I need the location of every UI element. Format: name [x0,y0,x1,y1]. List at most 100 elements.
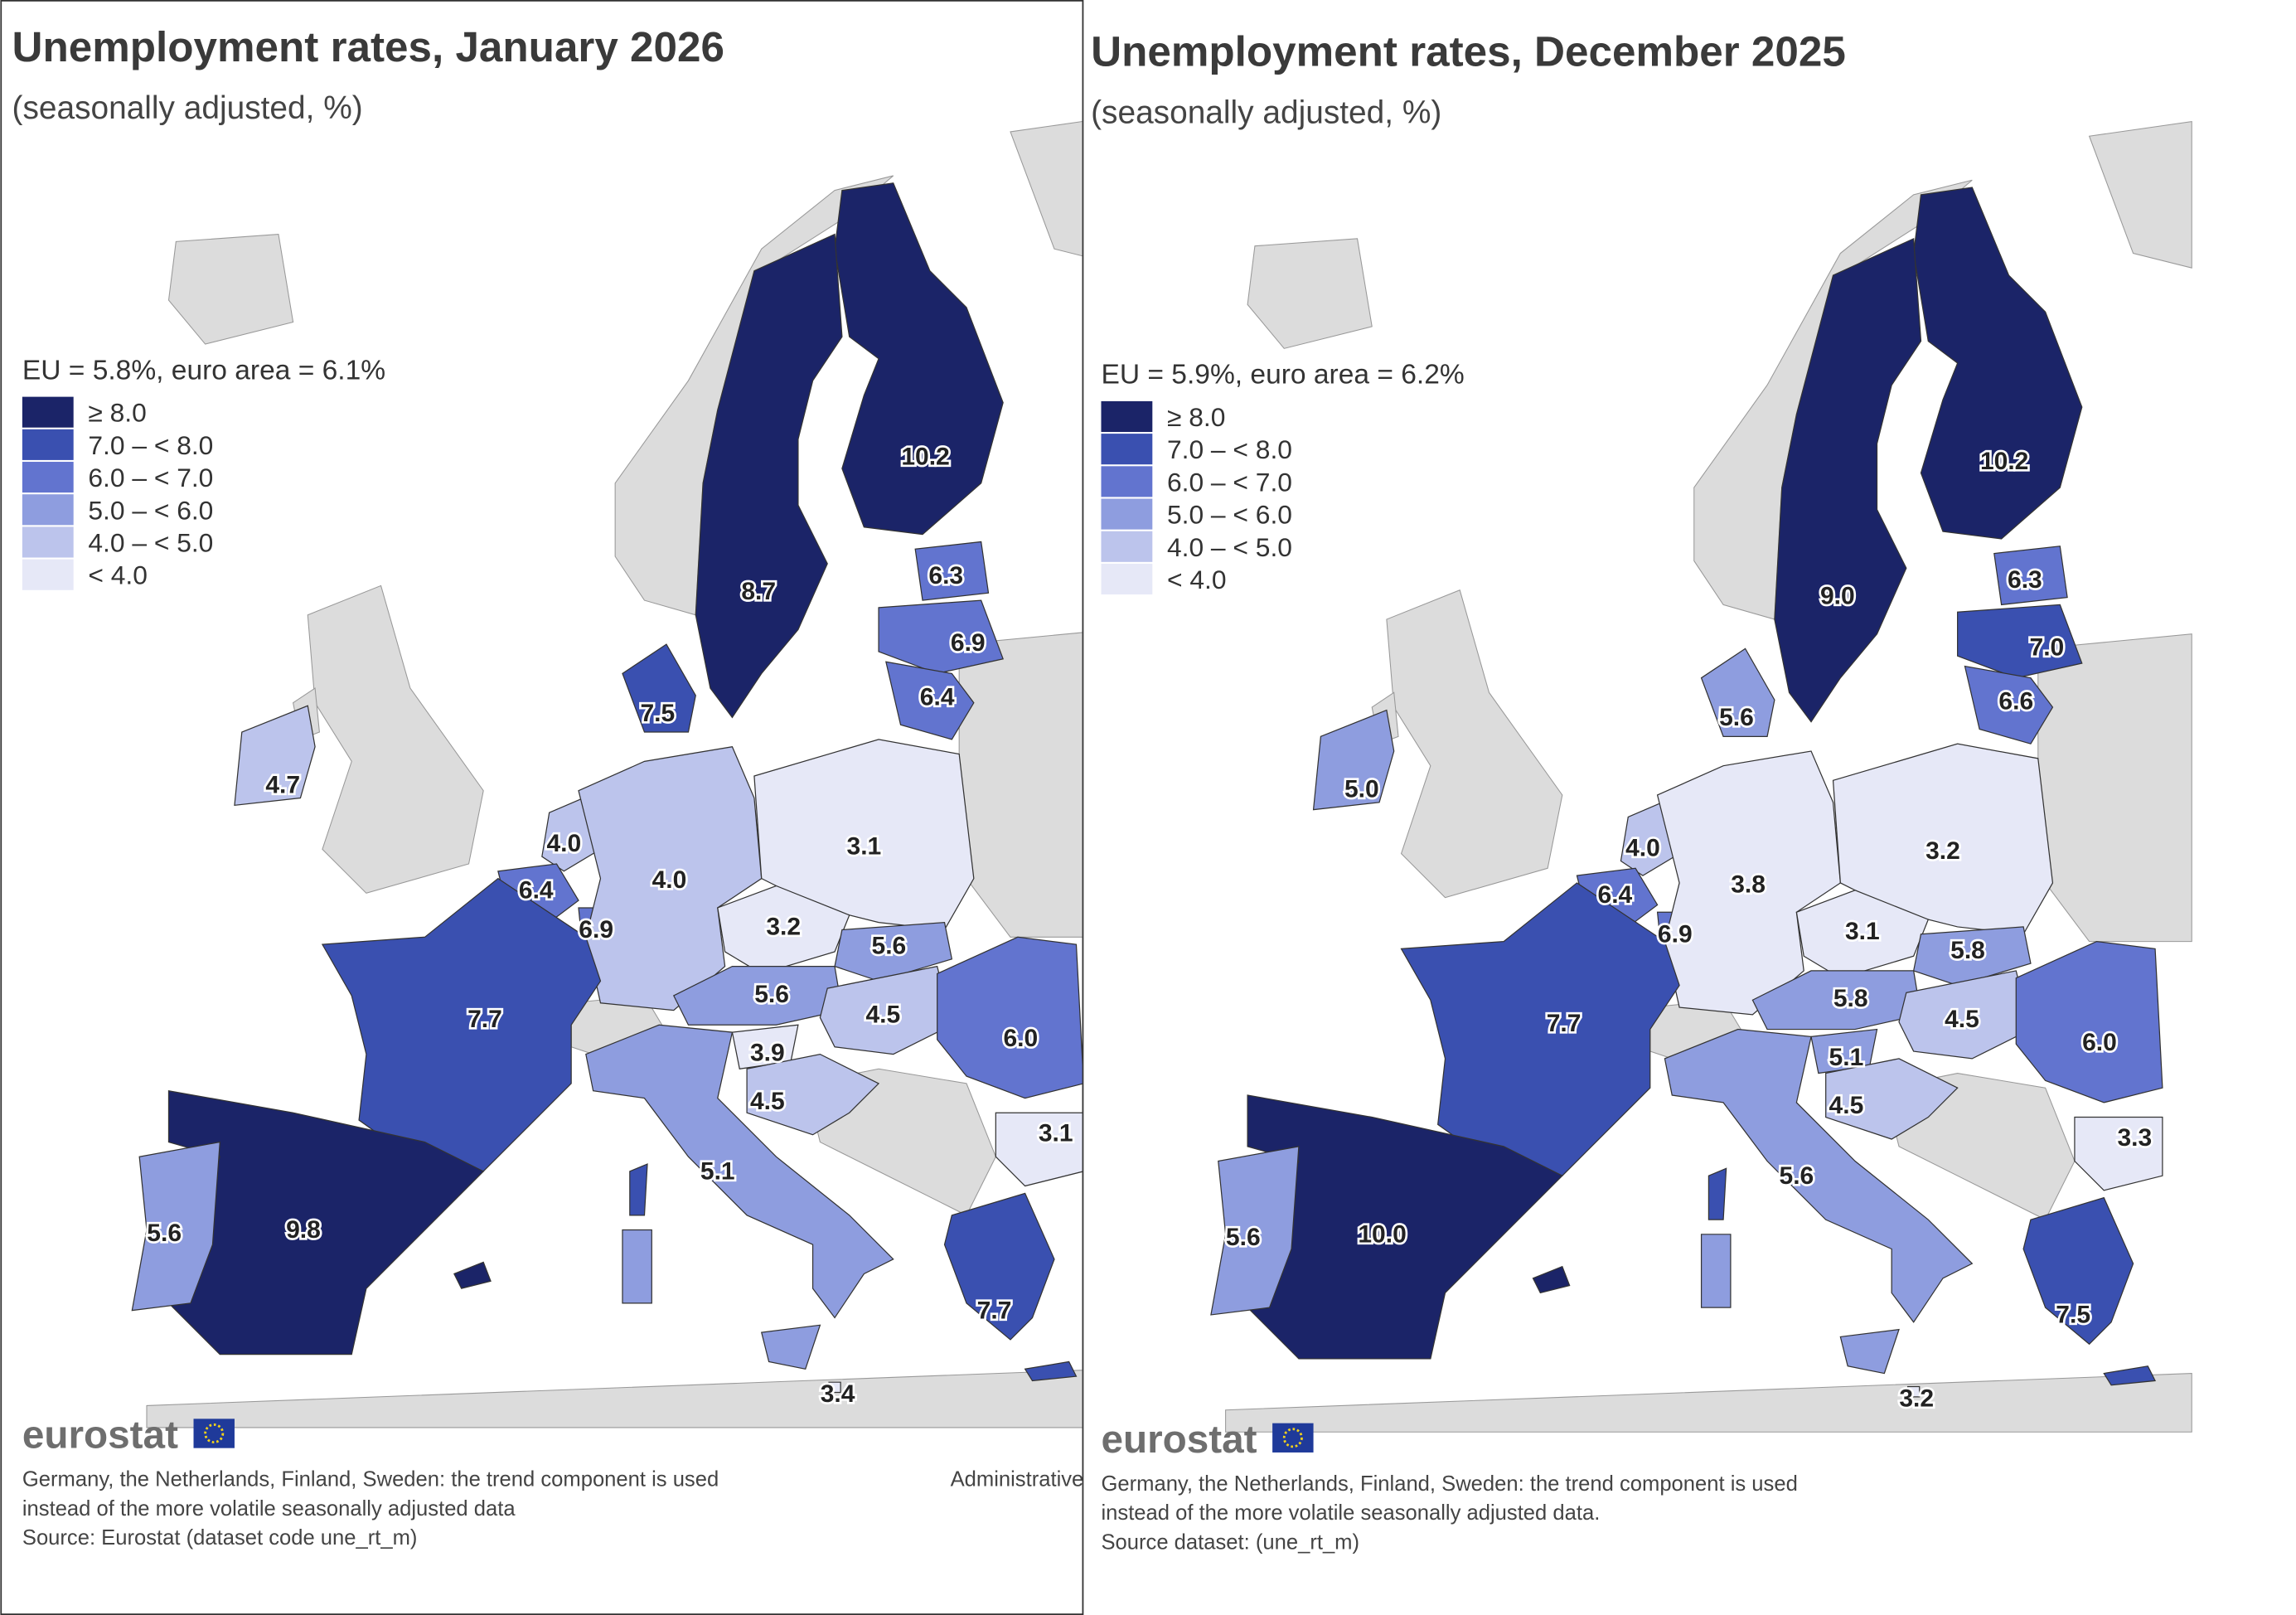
value-label: 7.7 [467,1006,502,1033]
value-label: 8.7 [741,578,776,605]
map-subtitle: (seasonally adjusted, %) [12,90,363,126]
legend-swatch [22,462,74,493]
value-label: 3.2 [766,914,801,941]
legend-swatch [1101,498,1153,530]
value-label: 4.5 [1945,1006,1979,1033]
legend-label: ≥ 8.0 [1167,402,1225,432]
country-shape [760,1324,821,1370]
legend-label: 7.0 – < 8.0 [1167,434,1292,464]
country-shape [995,1112,1083,1187]
value-label: 6.3 [928,562,963,589]
country-shape [453,1261,492,1289]
footnote: instead of the more volatile seasonally … [22,1497,516,1520]
country-shape [914,541,990,601]
legend-swatch [22,526,74,558]
value-label: 6.9 [1658,920,1693,948]
value-label: 5.6 [754,981,789,1008]
country-shape [943,1192,1055,1341]
country-shape [1210,1146,1300,1316]
country-shape [1795,890,1930,979]
legend-label: 4.0 – < 5.0 [1167,532,1292,562]
country-shape [167,1090,485,1356]
map-panel: 10.2 9.0 6.3 7.0 6.6 5.6 5.0 4.0 6.4 6.9 3.8 3.2 3.1… [1091,27,2192,1554]
legend-swatch [22,429,74,460]
logo-text: eurostat [22,1414,178,1457]
value-label: 6.4 [1598,881,1633,909]
map-panel: 10.2 8.7 6.3 6.9 6.4 7.5 4.7 4.0 6.4 6.9 4.0 3.1 3.2… [12,23,1084,1550]
legend-swatch [1101,466,1153,497]
non-eu-land [167,234,294,345]
non-eu-land [2037,633,2192,943]
non-eu-land [2088,120,2192,269]
footnote: Germany, the Netherlands, Finland, Swede… [22,1468,719,1491]
legend-label: ≥ 8.0 [88,398,146,428]
country-shape [1825,1058,1959,1140]
value-label: 5.8 [1950,937,1985,964]
country-shape [1906,1385,1921,1398]
legend-label: < 4.0 [1167,565,1227,594]
country-shape [937,936,1083,1099]
country-shape [1532,1265,1571,1294]
country-shape [819,965,953,1055]
non-eu-land [1225,1373,2192,1433]
credit-note: Administrative [951,1468,1084,1491]
value-label: 5.0 [1344,776,1379,803]
country-shape [834,182,1004,536]
legend-swatch [1101,434,1153,465]
legend-heading: EU = 5.9%, euro area = 6.2% [1101,360,1464,390]
value-label: 4.0 [1625,834,1660,861]
footnote: Source dataset: (une_rt_m) [1101,1531,1359,1554]
country-shape [1664,1028,1974,1323]
non-eu-land [1247,238,1373,349]
country-shape [1024,1360,1078,1382]
logo-flag [1272,1423,1314,1453]
country-shape [1707,1167,1727,1220]
legend-swatch [1101,400,1153,432]
value-label: 10.2 [901,444,949,471]
country-shape [1700,1234,1732,1308]
value-label: 3.2 [1925,837,1960,865]
value-label: 5.6 [147,1220,182,1247]
country-shape [878,599,1004,675]
legend-label: 4.0 – < 5.0 [88,527,213,557]
value-label: 5.8 [1833,985,1868,1012]
country-shape [1839,1328,1900,1375]
footnote: Source: Eurostat (dataset code une_rt_m) [22,1526,418,1550]
country-shape [1913,187,2083,540]
footnote: instead of the more volatile seasonally … [1101,1501,1600,1525]
value-label: 3.1 [1039,1120,1073,1147]
value-label: 4.5 [1829,1092,1864,1119]
country-shape [1898,970,2032,1060]
value-label: 6.0 [1003,1025,1038,1052]
legend-swatch [1101,531,1153,562]
country-shape [2074,1116,2163,1191]
country-shape [717,885,850,975]
country-shape [2015,940,2163,1103]
country-shape [695,233,843,719]
country-shape [1312,709,1395,811]
map-subtitle: (seasonally adjusted, %) [1091,95,1441,130]
country-shape [1247,1094,1563,1360]
logo-text: eurostat [1101,1418,1257,1462]
country-shape [578,746,763,1011]
country-shape [1700,647,1775,737]
country-shape [2022,1196,2134,1346]
value-label: 7.0 [2030,633,2065,661]
value-label: 5.6 [1719,704,1754,731]
value-label: 3.2 [1899,1385,1934,1412]
country-shape [629,1163,648,1216]
country-shape [1656,750,1842,1016]
value-label: 4.0 [546,830,581,857]
legend-swatch [22,559,74,590]
non-eu-land [146,1370,1083,1428]
value-label: 5.1 [700,1158,735,1186]
value-label: 5.1 [1829,1044,1864,1071]
value-label: 5.6 [1780,1162,1814,1190]
country-shape [234,705,316,807]
non-eu-land [1386,589,1563,899]
value-label: 6.6 [1998,688,2033,715]
value-label: 9.8 [286,1216,321,1244]
non-eu-land [307,584,484,894]
legend-label: 6.0 – < 7.0 [1167,467,1292,497]
value-label: 3.3 [2117,1124,2152,1152]
